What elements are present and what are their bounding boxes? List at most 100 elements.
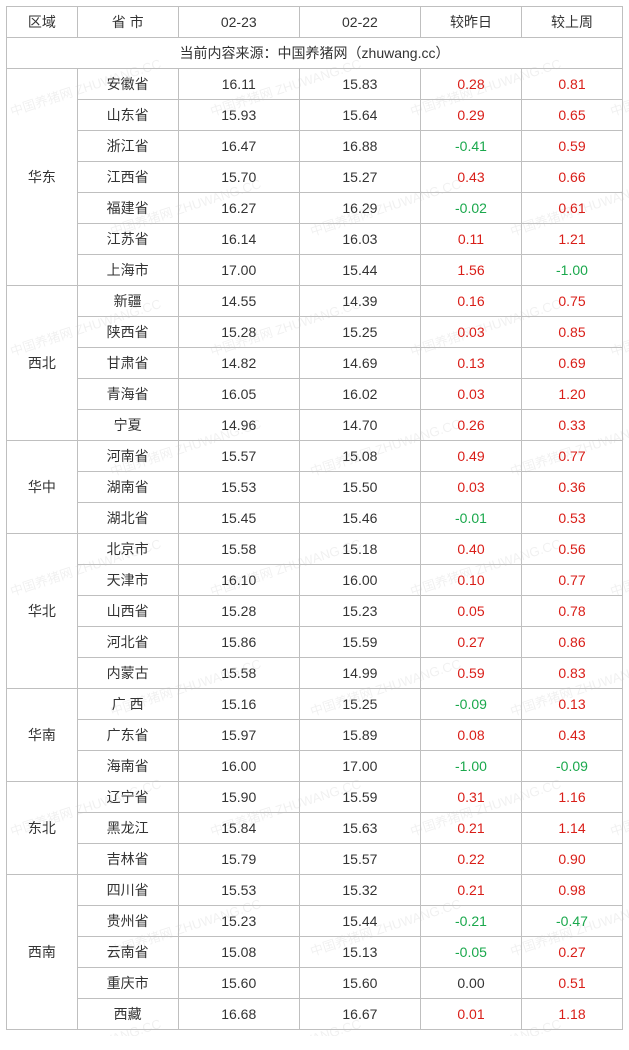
price-table: 区域 省 市 02-23 02-22 较昨日 较上周 当前内容来源：中国养猪网（… bbox=[6, 6, 623, 1030]
value-date1: 16.10 bbox=[178, 565, 299, 596]
delta-lastweek: 0.56 bbox=[521, 534, 622, 565]
table-row: 贵州省15.2315.44-0.21-0.47 bbox=[7, 906, 623, 937]
province-cell: 新疆 bbox=[77, 286, 178, 317]
delta-yesterday: 1.56 bbox=[421, 255, 522, 286]
value-date2: 17.00 bbox=[299, 751, 420, 782]
header-row: 区域 省 市 02-23 02-22 较昨日 较上周 bbox=[7, 7, 623, 38]
delta-yesterday: 0.59 bbox=[421, 658, 522, 689]
value-date2: 15.13 bbox=[299, 937, 420, 968]
value-date2: 15.50 bbox=[299, 472, 420, 503]
value-date2: 15.64 bbox=[299, 100, 420, 131]
delta-yesterday: -0.21 bbox=[421, 906, 522, 937]
value-date2: 15.18 bbox=[299, 534, 420, 565]
table-row: 福建省16.2716.29-0.020.61 bbox=[7, 193, 623, 224]
delta-yesterday: -1.00 bbox=[421, 751, 522, 782]
value-date1: 15.45 bbox=[178, 503, 299, 534]
delta-yesterday: 0.26 bbox=[421, 410, 522, 441]
delta-lastweek: 0.43 bbox=[521, 720, 622, 751]
province-cell: 贵州省 bbox=[77, 906, 178, 937]
table-row: 山东省15.9315.640.290.65 bbox=[7, 100, 623, 131]
table-row: 浙江省16.4716.88-0.410.59 bbox=[7, 131, 623, 162]
col-vs-lastweek: 较上周 bbox=[521, 7, 622, 38]
delta-yesterday: 0.40 bbox=[421, 534, 522, 565]
value-date2: 16.02 bbox=[299, 379, 420, 410]
delta-yesterday: -0.09 bbox=[421, 689, 522, 720]
value-date1: 16.27 bbox=[178, 193, 299, 224]
delta-yesterday: 0.03 bbox=[421, 472, 522, 503]
value-date2: 15.27 bbox=[299, 162, 420, 193]
value-date1: 15.23 bbox=[178, 906, 299, 937]
region-cell: 华北 bbox=[7, 534, 78, 689]
delta-yesterday: -0.01 bbox=[421, 503, 522, 534]
table-row: 云南省15.0815.13-0.050.27 bbox=[7, 937, 623, 968]
value-date1: 15.97 bbox=[178, 720, 299, 751]
col-vs-yesterday: 较昨日 bbox=[421, 7, 522, 38]
delta-lastweek: 1.16 bbox=[521, 782, 622, 813]
delta-yesterday: 0.43 bbox=[421, 162, 522, 193]
value-date2: 15.59 bbox=[299, 627, 420, 658]
delta-yesterday: -0.02 bbox=[421, 193, 522, 224]
region-cell: 西南 bbox=[7, 875, 78, 1030]
table-row: 青海省16.0516.020.031.20 bbox=[7, 379, 623, 410]
table-row: 江苏省16.1416.030.111.21 bbox=[7, 224, 623, 255]
table-body: 华东安徽省16.1115.830.280.81山东省15.9315.640.29… bbox=[7, 69, 623, 1030]
delta-yesterday: 0.03 bbox=[421, 379, 522, 410]
value-date2: 14.39 bbox=[299, 286, 420, 317]
delta-yesterday: 0.16 bbox=[421, 286, 522, 317]
province-cell: 重庆市 bbox=[77, 968, 178, 999]
watermark-text: 中国养猪网 ZHUWANG.CC bbox=[0, 0, 63, 1]
delta-lastweek: 0.61 bbox=[521, 193, 622, 224]
value-date1: 15.28 bbox=[178, 596, 299, 627]
value-date1: 16.11 bbox=[178, 69, 299, 100]
value-date1: 14.96 bbox=[178, 410, 299, 441]
province-cell: 北京市 bbox=[77, 534, 178, 565]
table-row: 华北北京市15.5815.180.400.56 bbox=[7, 534, 623, 565]
value-date1: 15.90 bbox=[178, 782, 299, 813]
province-cell: 海南省 bbox=[77, 751, 178, 782]
value-date1: 15.16 bbox=[178, 689, 299, 720]
table-row: 上海市17.0015.441.56-1.00 bbox=[7, 255, 623, 286]
value-date1: 15.58 bbox=[178, 658, 299, 689]
delta-yesterday: 0.03 bbox=[421, 317, 522, 348]
delta-lastweek: 0.65 bbox=[521, 100, 622, 131]
delta-lastweek: 0.69 bbox=[521, 348, 622, 379]
watermark-text: 中国养猪网 ZHUWANG.CC bbox=[308, 0, 463, 1]
value-date1: 16.00 bbox=[178, 751, 299, 782]
value-date1: 16.47 bbox=[178, 131, 299, 162]
table-row: 华南广 西15.1615.25-0.090.13 bbox=[7, 689, 623, 720]
value-date1: 15.53 bbox=[178, 472, 299, 503]
region-cell: 东北 bbox=[7, 782, 78, 875]
value-date2: 15.08 bbox=[299, 441, 420, 472]
table-row: 湖北省15.4515.46-0.010.53 bbox=[7, 503, 623, 534]
value-date2: 15.89 bbox=[299, 720, 420, 751]
source-row: 当前内容来源：中国养猪网（zhuwang.cc） bbox=[7, 38, 623, 69]
value-date1: 16.14 bbox=[178, 224, 299, 255]
value-date2: 16.88 bbox=[299, 131, 420, 162]
delta-lastweek: 0.77 bbox=[521, 565, 622, 596]
value-date1: 15.84 bbox=[178, 813, 299, 844]
table-row: 重庆市15.6015.600.000.51 bbox=[7, 968, 623, 999]
delta-yesterday: 0.29 bbox=[421, 100, 522, 131]
region-cell: 华东 bbox=[7, 69, 78, 286]
province-cell: 上海市 bbox=[77, 255, 178, 286]
table-row: 东北辽宁省15.9015.590.311.16 bbox=[7, 782, 623, 813]
delta-yesterday: 0.01 bbox=[421, 999, 522, 1030]
delta-yesterday: 0.08 bbox=[421, 720, 522, 751]
col-region: 区域 bbox=[7, 7, 78, 38]
delta-lastweek: 0.66 bbox=[521, 162, 622, 193]
delta-lastweek: 0.98 bbox=[521, 875, 622, 906]
province-cell: 山西省 bbox=[77, 596, 178, 627]
value-date2: 15.63 bbox=[299, 813, 420, 844]
table-row: 天津市16.1016.000.100.77 bbox=[7, 565, 623, 596]
table-row: 吉林省15.7915.570.220.90 bbox=[7, 844, 623, 875]
province-cell: 湖北省 bbox=[77, 503, 178, 534]
delta-yesterday: 0.22 bbox=[421, 844, 522, 875]
province-cell: 河南省 bbox=[77, 441, 178, 472]
province-cell: 陕西省 bbox=[77, 317, 178, 348]
source-text: 当前内容来源：中国养猪网（zhuwang.cc） bbox=[7, 38, 623, 69]
value-date2: 15.23 bbox=[299, 596, 420, 627]
province-cell: 山东省 bbox=[77, 100, 178, 131]
province-cell: 云南省 bbox=[77, 937, 178, 968]
province-cell: 青海省 bbox=[77, 379, 178, 410]
delta-lastweek: -0.47 bbox=[521, 906, 622, 937]
